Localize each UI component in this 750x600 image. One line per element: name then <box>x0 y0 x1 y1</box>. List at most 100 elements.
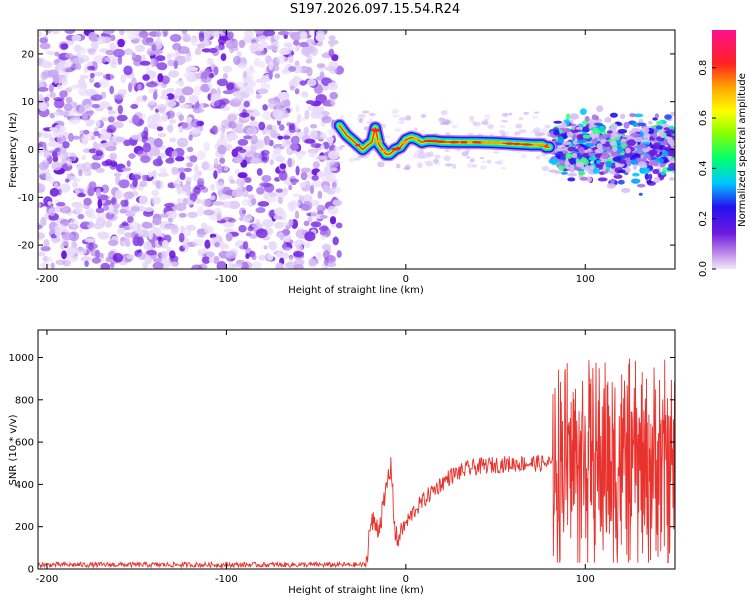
spectrogram-noise-blob <box>544 124 551 129</box>
spectrogram-noise-blob <box>282 234 292 242</box>
spectrogram-noise-blob <box>112 252 124 263</box>
spectrogram-noise-blob <box>383 135 391 139</box>
spectrogram-noise-blob <box>91 135 96 141</box>
spectrogram-noise-blob <box>173 60 178 69</box>
spectrogram-noise-blob <box>502 112 509 117</box>
spectrogram-noise-blob <box>329 216 337 225</box>
spectrogram-noise-blob <box>531 115 538 119</box>
spectrogram-noise-blob <box>204 30 215 38</box>
spectrogram-noise-blob <box>324 65 336 72</box>
spectrogram-noise-blob <box>266 196 278 203</box>
spectrogram-noise-blob <box>238 224 247 233</box>
spectrogram-noise-blob <box>132 114 140 124</box>
spectrogram-noise-blob <box>203 209 215 216</box>
spectrogram-noise-blob <box>210 183 215 191</box>
spectrogram-noise-blob <box>113 207 119 215</box>
spectrogram-noise-blob <box>96 35 106 45</box>
spectrogram-y-tick-label: 10 <box>21 97 34 108</box>
spectrogram-noise-blob <box>57 61 69 70</box>
spectrogram-noise-blob <box>309 129 318 140</box>
spectrogram-scatter-blob <box>652 132 658 139</box>
spectrogram-scatter-blob <box>626 139 636 147</box>
spectrogram-noise-blob <box>106 128 114 133</box>
spectrogram-noise-blob <box>261 175 272 183</box>
spectrogram-noise-blob <box>197 177 205 187</box>
spectrogram-scatter-blob <box>584 116 590 122</box>
spectrogram-noise-blob <box>86 119 96 125</box>
spectrogram-noise-blob <box>307 105 316 112</box>
spectrogram-noise-blob <box>258 254 267 261</box>
spectrogram-scatter-blob <box>619 113 626 120</box>
spectrogram-noise-blob <box>84 238 96 243</box>
spectrogram-noise-blob <box>141 113 146 119</box>
spectrogram-noise-blob <box>110 198 116 204</box>
spectrogram-noise-blob <box>183 72 190 78</box>
spectrogram-noise-blob <box>263 135 271 146</box>
spectrogram-scatter-blob <box>582 152 590 158</box>
spectrogram-noise-blob <box>244 86 255 96</box>
spectrogram-scatter-blob <box>569 164 575 172</box>
spectrogram-noise-blob <box>167 53 178 58</box>
spectrogram-scatter-blob <box>558 165 565 171</box>
spectrogram-noise-blob <box>177 167 186 174</box>
spectrogram-noise-blob <box>88 31 98 42</box>
spectrogram-noise-blob <box>256 168 263 176</box>
spectrogram-noise-blob <box>181 86 194 96</box>
spectrogram-noise-blob <box>281 252 289 260</box>
spectrogram-noise-blob <box>227 218 237 223</box>
spectrogram-noise-blob <box>80 134 89 144</box>
spectrogram-trace-bead <box>373 140 383 143</box>
spectrogram-noise-blob <box>242 190 249 198</box>
spectrogram-noise-blob <box>299 182 306 188</box>
spectrogram-noise-blob <box>466 156 471 159</box>
spectrogram-scatter-blob <box>566 131 574 138</box>
spectrogram-scatter-blob <box>656 136 662 141</box>
spectrogram-noise-blob <box>303 242 311 249</box>
spectrogram-noise-blob <box>225 232 233 242</box>
spectrogram-noise-blob <box>260 150 265 157</box>
spectrogram-noise-blob <box>165 110 175 119</box>
spectrogram-noise-blob <box>242 217 251 222</box>
spectrogram-scatter-blob <box>569 158 576 165</box>
spectrogram-noise-blob <box>109 152 118 161</box>
spectrogram-scatter-blob <box>592 133 600 138</box>
spectrogram-noise-blob <box>238 112 250 118</box>
spectrogram-noise-blob <box>299 31 308 40</box>
spectrogram-noise-blob <box>310 109 321 118</box>
spectrogram-noise-blob <box>277 196 283 205</box>
spectrogram-noise-blob <box>246 126 257 135</box>
spectrogram-noise-blob <box>216 261 227 269</box>
spectrogram-scatter-blob <box>625 147 631 154</box>
spectrogram-scatter-blob <box>553 129 560 136</box>
spectrogram-noise-blob <box>137 84 142 90</box>
spectrogram-noise-blob <box>232 97 244 103</box>
spectrogram-noise-blob <box>49 91 56 98</box>
spectrogram-noise-blob <box>95 150 104 157</box>
spectrogram-noise-blob <box>293 39 300 46</box>
spectrogram-noise-blob <box>109 160 118 170</box>
spectrogram-noise-blob <box>65 178 70 183</box>
spectrogram-noise-blob <box>192 238 204 247</box>
spectrogram-noise-blob <box>413 127 419 132</box>
spectrogram-noise-blob <box>90 72 95 79</box>
spectrogram-noise-blob <box>66 255 79 263</box>
spectrogram-noise-blob <box>368 113 376 116</box>
spectrogram-noise-blob <box>97 221 103 228</box>
spectrogram-noise-blob <box>222 65 233 73</box>
spectrogram-noise-blob <box>120 74 127 84</box>
spectrogram-scatter-blob <box>588 118 594 126</box>
spectrogram-trace-bead <box>412 137 420 141</box>
spectrogram-noise-blob <box>255 46 265 52</box>
spectrogram-noise-blob <box>186 66 199 71</box>
spectrogram-x-tick-label: 100 <box>576 274 595 285</box>
spectrogram-noise-blob <box>254 30 265 35</box>
spectrogram-noise-blob <box>541 165 550 172</box>
snr-x-label: Height of straight line (km) <box>288 585 424 596</box>
spectrogram-noise-blob <box>41 61 53 69</box>
spectrogram-noise-blob <box>84 260 89 267</box>
spectrogram-noise-blob <box>38 102 48 112</box>
spectrogram-noise-blob <box>124 48 134 56</box>
spectrogram-noise-blob <box>245 253 250 259</box>
spectrogram-noise-blob <box>540 154 548 157</box>
